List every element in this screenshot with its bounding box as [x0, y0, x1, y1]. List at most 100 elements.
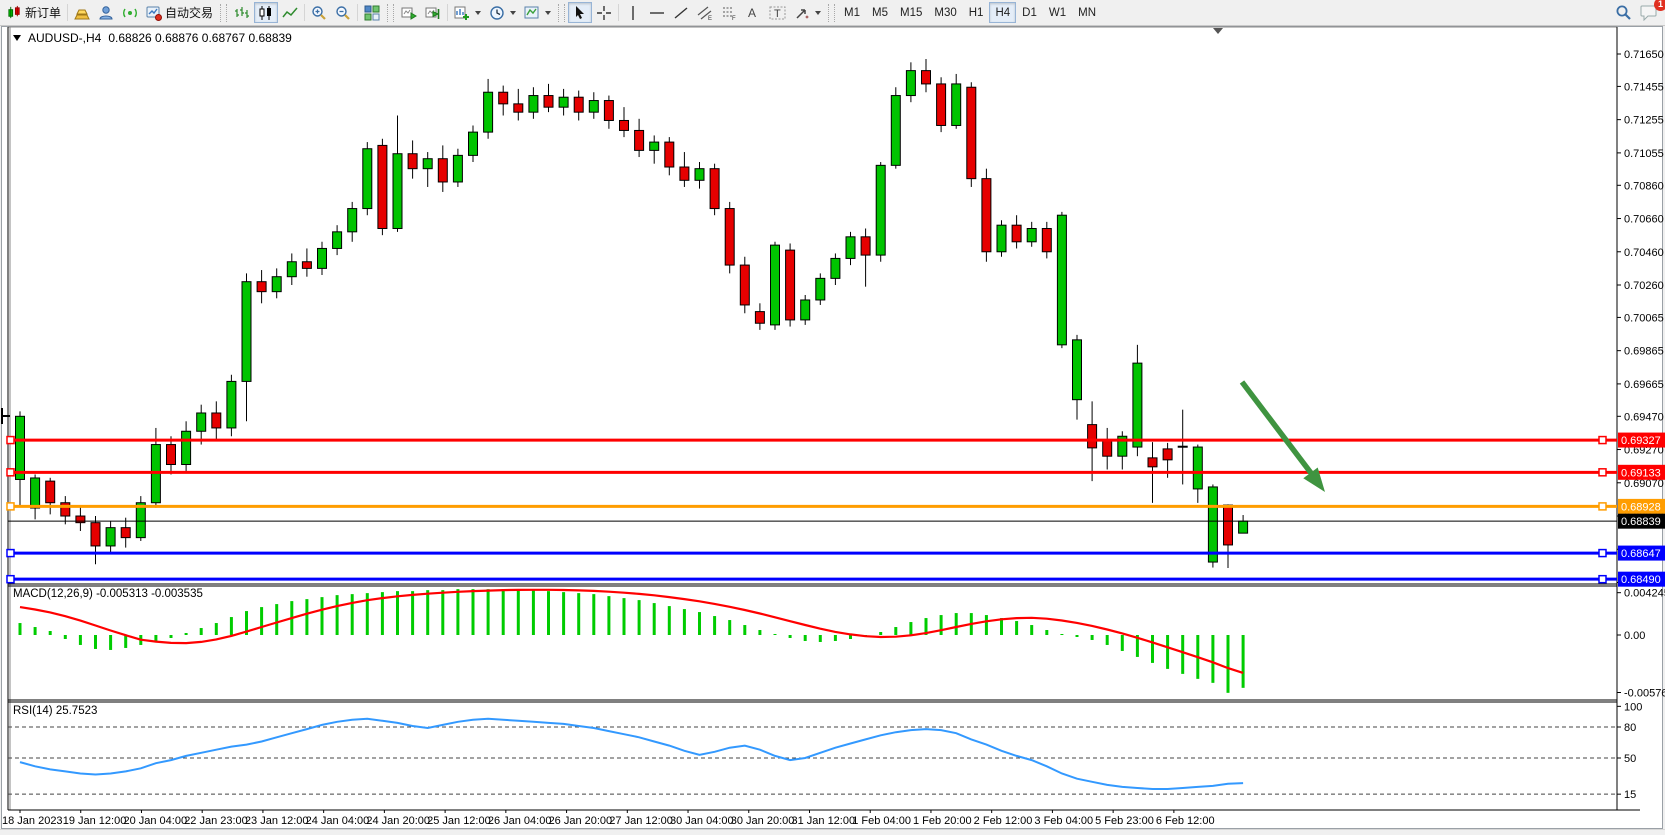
text-button[interactable]: A [741, 2, 765, 23]
candle-body [1147, 457, 1158, 468]
channel-icon: E [697, 6, 712, 21]
price-tag-label: 0.68647 [1621, 548, 1661, 560]
timeframe-h1[interactable]: H1 [963, 2, 990, 23]
hline-0.68490[interactable]: 0.68490 [6, 571, 1665, 587]
timeframe-m30[interactable]: M30 [928, 2, 962, 23]
hline-left-handle[interactable] [6, 468, 15, 477]
arrows-tool-button[interactable] [790, 2, 825, 23]
hline-0.68928[interactable]: 0.68928 [6, 498, 1665, 514]
candle-body [483, 91, 494, 133]
cursor-button[interactable] [568, 2, 593, 23]
price-tag-label: 0.68928 [1621, 501, 1661, 513]
candlestick-chart-button[interactable] [254, 2, 279, 23]
rsi-indicator-label: RSI(14) 25.7523 [13, 705, 98, 717]
time-tick-label: 26 Jan 04:00 [488, 815, 552, 827]
timeframe-w1[interactable]: W1 [1043, 2, 1072, 23]
crosshair-icon [597, 5, 612, 20]
time-tick-label: 25 Jan 12:00 [427, 815, 491, 827]
new-chart-button[interactable] [450, 2, 485, 23]
new-order-button[interactable]: 新订单 [3, 2, 65, 23]
search-button[interactable] [1611, 2, 1636, 23]
gold-bars-icon [74, 9, 90, 19]
trendline-button[interactable] [669, 2, 693, 23]
trend-arrow-head[interactable] [1303, 467, 1325, 493]
equidistant-channel-button[interactable]: E [693, 2, 717, 23]
hline-left-handle[interactable] [6, 548, 15, 558]
auto-scroll-button[interactable] [397, 2, 421, 23]
signals-button[interactable] [118, 2, 142, 23]
chart-shift-button[interactable] [421, 2, 445, 23]
candle-body [890, 95, 901, 166]
hline-right-handle[interactable] [1598, 548, 1607, 558]
candle-body [452, 154, 463, 183]
bar-chart-button[interactable] [230, 2, 254, 23]
time-tick-label: 2 Feb 12:00 [974, 815, 1033, 827]
templates-button[interactable] [520, 2, 555, 23]
fibonacci-button[interactable]: F [717, 2, 741, 23]
candle-body [860, 236, 871, 256]
tile-windows-button[interactable] [360, 2, 384, 23]
svg-text:F: F [732, 16, 736, 21]
candle-body [724, 208, 735, 266]
candle-body [90, 522, 101, 547]
hline-0.68647[interactable]: 0.68647 [6, 545, 1665, 561]
timeframe-m1[interactable]: M1 [838, 2, 866, 23]
separator [447, 4, 449, 21]
timeframe-h4[interactable]: H4 [989, 2, 1017, 23]
notification-badge[interactable]: 1 [1654, 0, 1665, 11]
line-chart-icon [282, 7, 298, 17]
time-tick-label: 3 Feb 04:00 [1034, 815, 1093, 827]
community-button[interactable] [94, 2, 118, 23]
search-icon [1616, 5, 1631, 20]
price-tick-label: 0.70660 [1624, 214, 1664, 226]
candle-body [936, 83, 947, 126]
trend-arrow-shaft[interactable] [1239, 380, 1314, 475]
timeframe-m15[interactable]: M15 [894, 2, 928, 23]
zoom-in-button[interactable] [307, 2, 331, 23]
candle-body [60, 502, 71, 517]
hline-left-handle[interactable] [6, 435, 15, 445]
hline-left-handle[interactable] [6, 502, 15, 511]
timeframe-m5[interactable]: M5 [866, 2, 894, 23]
candle-body [588, 100, 599, 113]
price-tick-label: 0.70260 [1624, 280, 1664, 292]
time-tick-label: 18 Jan 2023 [2, 815, 63, 827]
zoom-out-button[interactable] [331, 2, 355, 23]
chart-shift-marker[interactable] [1213, 28, 1223, 34]
time-tick-label: 5 Feb 23:00 [1095, 815, 1154, 827]
gold-bars-button[interactable] [70, 2, 94, 23]
hline-right-handle[interactable] [1598, 468, 1607, 477]
hline-0.69327[interactable]: 0.69327 [6, 432, 1665, 448]
hline-right-handle[interactable] [1598, 502, 1607, 511]
text-label-button[interactable]: T [765, 2, 790, 23]
hline-left-handle[interactable] [6, 574, 15, 584]
horizontal-line-button[interactable] [645, 2, 669, 23]
time-tick-label: 24 Jan 04:00 [306, 815, 370, 827]
line-chart-button[interactable] [278, 2, 302, 23]
hline-right-handle[interactable] [1598, 435, 1607, 445]
candle-body [543, 95, 554, 108]
chart-dropdown-icon[interactable] [13, 35, 21, 41]
price-tag-label: 0.69327 [1621, 435, 1661, 447]
timeframe-mn[interactable]: MN [1072, 2, 1102, 23]
auto-scroll-icon [401, 7, 418, 20]
candle-body [286, 261, 297, 278]
candle-body [241, 281, 252, 382]
trend-arrow[interactable] [1239, 380, 1325, 493]
crosshair-button[interactable] [592, 2, 616, 23]
hline-right-handle[interactable] [1598, 574, 1607, 584]
chevron-down-icon [545, 10, 552, 15]
timeframe-d1[interactable]: D1 [1016, 2, 1043, 23]
hline-0.69133[interactable]: 0.69133 [6, 464, 1665, 480]
auto-trading-button[interactable]: 自动交易 [142, 2, 217, 23]
price-tag-bg [1618, 498, 1665, 514]
period-button[interactable] [485, 2, 520, 23]
rsi-tick-label: 80 [1624, 722, 1636, 734]
hline-0.68839[interactable]: 0.68839 [8, 513, 1665, 529]
price-tag-bg [1618, 432, 1665, 448]
vertical-line-button[interactable] [621, 2, 645, 23]
price-tick-label: 0.70065 [1624, 312, 1664, 324]
time-tick-label: 24 Jan 20:00 [366, 815, 430, 827]
